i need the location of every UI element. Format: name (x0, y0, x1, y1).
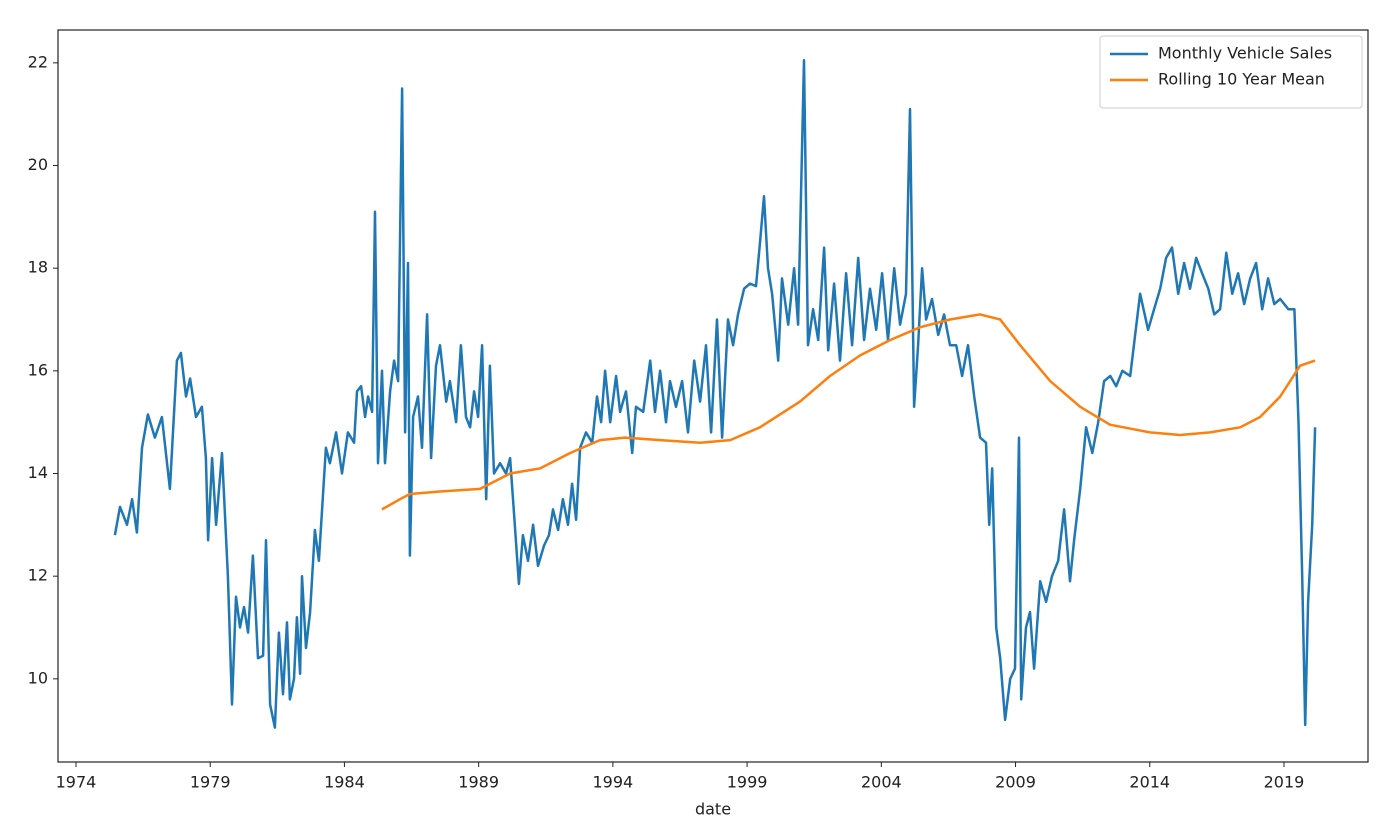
x-tick-label: 2004 (861, 773, 902, 792)
line (381, 313, 1316, 511)
x-tick-label: 1979 (190, 773, 231, 792)
legend-label: Rolling 10 Year Mean (1158, 70, 1325, 89)
x-tick-label: 2019 (1264, 773, 1305, 792)
plot-frame (57, 29, 1369, 763)
x-axis-label: date (695, 800, 731, 819)
y-tick-label: 22 (28, 52, 48, 71)
x-tick-label: 2014 (1129, 773, 1170, 792)
x-tick-label: 1984 (324, 773, 365, 792)
legend-box (1099, 35, 1363, 109)
y-tick-label: 12 (28, 566, 48, 585)
legend-label: Monthly Vehicle Sales (1158, 44, 1332, 63)
y-tick-label: 18 (28, 258, 48, 277)
x-tick-label: 1994 (593, 773, 634, 792)
y-tick-label: 14 (28, 463, 48, 482)
y-tick-label: 16 (28, 360, 48, 379)
x-tick-label: 1989 (458, 773, 499, 792)
line (113, 59, 1317, 729)
y-tick-label: 10 (28, 668, 48, 687)
x-tick-label: 1974 (56, 773, 97, 792)
y-tick-label: 20 (28, 155, 48, 174)
x-tick-label: 1999 (727, 773, 768, 792)
x-tick-label: 2009 (995, 773, 1036, 792)
